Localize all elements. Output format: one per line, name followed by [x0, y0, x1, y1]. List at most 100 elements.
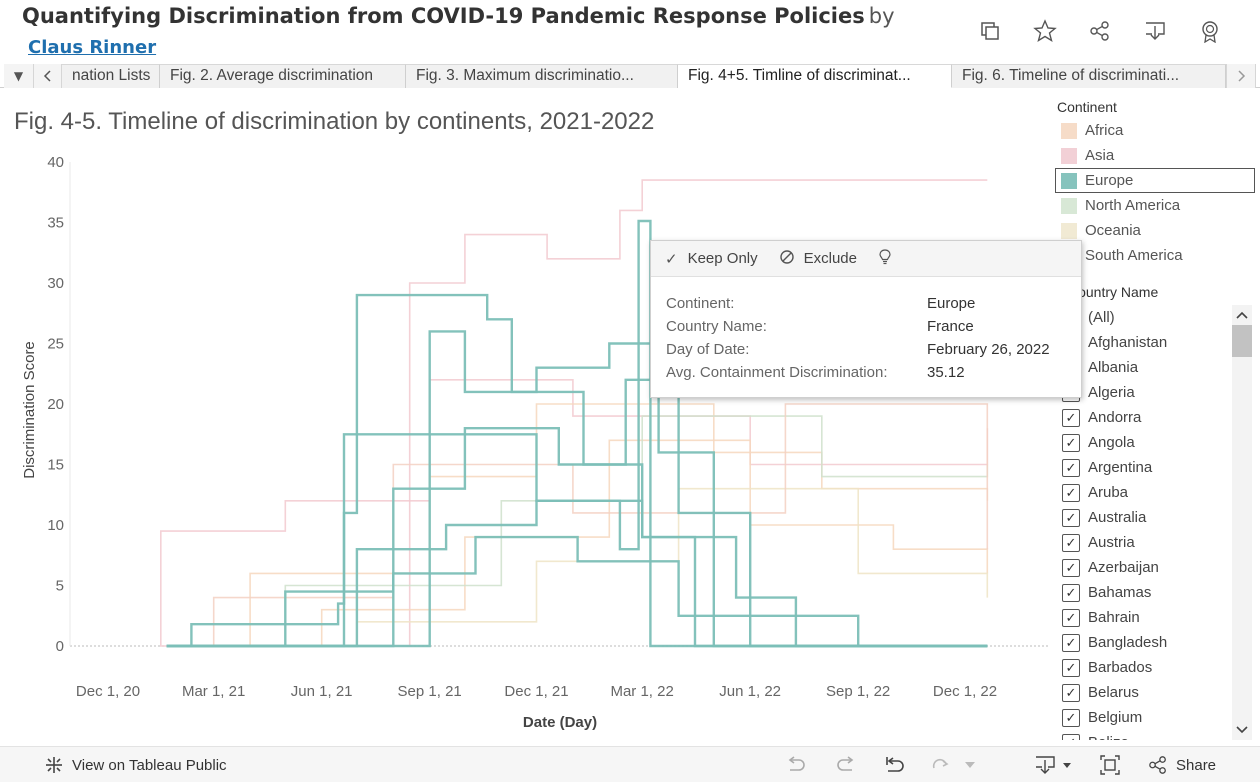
- checkbox-icon[interactable]: ✓: [1062, 483, 1080, 502]
- timeline-chart[interactable]: 0 5 10 15 20 25 30 35 40 Dec 1, 20 Mar 1, 21 Jun 1,…: [0, 140, 1055, 740]
- filter-scrollbar[interactable]: [1232, 305, 1252, 740]
- country-filter-list[interactable]: ✓(All)✓Afghanistan✓Albania✓Algeria✓Andor…: [1060, 305, 1230, 740]
- explain-data-button[interactable]: [879, 248, 891, 269]
- x-tick-label: Mar 1, 21: [182, 683, 245, 700]
- filter-item[interactable]: ✓ Bangladesh: [1060, 630, 1230, 655]
- keep-only-button[interactable]: ✓ Keep Only: [665, 250, 758, 268]
- legend-swatch: [1061, 222, 1077, 239]
- share-button[interactable]: Share: [1148, 755, 1216, 775]
- y-tick-label: 30: [47, 275, 64, 292]
- tab-discrimination-lists[interactable]: nation Lists: [62, 64, 160, 88]
- badge-icon[interactable]: [1195, 16, 1225, 46]
- series-line-europe[interactable]: [166, 535, 988, 648]
- tab-fig4-5[interactable]: Fig. 4+5. Timline of discriminat...: [678, 64, 952, 88]
- view-public-label: View on Tableau Public: [72, 756, 227, 774]
- filter-item[interactable]: ✓ Australia: [1060, 505, 1230, 530]
- chart-series-layer[interactable]: [160, 179, 989, 648]
- series-line-asia[interactable]: [166, 179, 988, 647]
- checkbox-icon[interactable]: ✓: [1062, 433, 1080, 452]
- filter-item[interactable]: ✓ Austria: [1060, 530, 1230, 555]
- tab-next-icon[interactable]: [1226, 64, 1256, 88]
- legend-label: Oceania: [1085, 222, 1141, 239]
- revert-icon[interactable]: [882, 753, 908, 777]
- x-tick-label: Sep 1, 22: [826, 683, 890, 700]
- copy-icon[interactable]: [975, 16, 1005, 46]
- filter-item[interactable]: ✓ Argentina: [1060, 455, 1230, 480]
- tab-prev-icon[interactable]: [34, 64, 62, 88]
- scroll-thumb[interactable]: [1232, 325, 1252, 357]
- filter-item[interactable]: ✓ Barbados: [1060, 655, 1230, 680]
- download-icon[interactable]: [1140, 16, 1170, 46]
- filter-item-label: Belarus: [1088, 684, 1139, 701]
- tab-dropdown-icon[interactable]: ▼: [4, 64, 34, 88]
- filter-item-label: Bahamas: [1088, 584, 1152, 601]
- tooltip-label-continent: Continent:: [666, 295, 735, 312]
- refresh-icon[interactable]: [928, 753, 954, 777]
- legend-item-south-america[interactable]: South America: [1055, 243, 1255, 268]
- filter-item-label: Angola: [1088, 434, 1135, 451]
- filter-item[interactable]: ✓Albania: [1060, 355, 1230, 380]
- legend-item-asia[interactable]: Asia: [1055, 143, 1255, 168]
- share-network-icon[interactable]: [1085, 16, 1115, 46]
- checkbox-icon[interactable]: ✓: [1062, 583, 1080, 602]
- series-line-europe[interactable]: [166, 499, 988, 648]
- filter-item[interactable]: ✓ Belarus: [1060, 680, 1230, 705]
- refresh-dropdown-icon[interactable]: [960, 753, 980, 777]
- scroll-up-icon[interactable]: [1232, 305, 1252, 325]
- filter-item[interactable]: ✓ Belize: [1060, 730, 1230, 740]
- checkbox-icon[interactable]: ✓: [1062, 658, 1080, 677]
- filter-item-label: Algeria: [1088, 384, 1135, 401]
- filter-item[interactable]: ✓ Angola: [1060, 430, 1230, 455]
- series-line-north-america[interactable]: [166, 415, 989, 647]
- filter-item[interactable]: ✓ Aruba: [1060, 480, 1230, 505]
- redo-icon[interactable]: [833, 753, 859, 777]
- legend-item-africa[interactable]: Africa: [1055, 118, 1255, 143]
- y-tick-label: 25: [47, 336, 64, 353]
- filter-item-label: Bahrain: [1088, 609, 1140, 626]
- fullscreen-icon[interactable]: [1097, 753, 1123, 777]
- x-tick-label: Dec 1, 21: [504, 683, 568, 700]
- scroll-down-icon[interactable]: [1232, 720, 1252, 740]
- author-link[interactable]: Claus Rinner: [28, 37, 157, 58]
- checkbox-icon[interactable]: ✓: [1062, 608, 1080, 627]
- series-line-europe[interactable]: [166, 330, 988, 648]
- legend-item-north-america[interactable]: North America: [1055, 193, 1255, 218]
- y-tick-label: 40: [47, 154, 64, 171]
- filter-item-label: Belize: [1088, 734, 1129, 740]
- checkbox-icon[interactable]: ✓: [1062, 408, 1080, 427]
- filter-item[interactable]: ✓(All): [1060, 305, 1230, 330]
- series-line-europe[interactable]: [166, 378, 988, 648]
- download-menu-icon[interactable]: [1030, 753, 1076, 777]
- legend-item-europe[interactable]: Europe: [1055, 168, 1255, 193]
- checkbox-icon[interactable]: ✓: [1062, 458, 1080, 477]
- series-line-europe[interactable]: [166, 219, 988, 648]
- tab-fig3[interactable]: Fig. 3. Maximum discriminatio...: [406, 64, 678, 88]
- exclude-button[interactable]: Exclude: [779, 249, 857, 268]
- filter-item[interactable]: ✓ Belgium: [1060, 705, 1230, 730]
- filter-item[interactable]: ✓ Bahamas: [1060, 580, 1230, 605]
- filter-item[interactable]: ✓ Azerbaijan: [1060, 555, 1230, 580]
- checkbox-icon[interactable]: ✓: [1062, 733, 1080, 740]
- legend-item-oceania[interactable]: Oceania: [1055, 218, 1255, 243]
- tab-fig2[interactable]: Fig. 2. Average discrimination: [160, 64, 406, 88]
- continent-legend: Continent Africa Asia Europe North America O…: [1055, 96, 1255, 268]
- checkbox-icon[interactable]: ✓: [1062, 708, 1080, 727]
- checkbox-icon[interactable]: ✓: [1062, 683, 1080, 702]
- filter-item[interactable]: ✓ Bahrain: [1060, 605, 1230, 630]
- checkbox-icon[interactable]: ✓: [1062, 508, 1080, 527]
- tab-fig6[interactable]: Fig. 6. Timeline of discriminati...: [952, 64, 1226, 88]
- x-tick-label: Dec 1, 22: [933, 683, 997, 700]
- view-on-tableau-public-link[interactable]: View on Tableau Public: [44, 755, 227, 775]
- checkbox-icon[interactable]: ✓: [1062, 533, 1080, 552]
- filter-item-label: Austria: [1088, 534, 1135, 551]
- undo-icon[interactable]: [783, 753, 809, 777]
- tooltip-value-score: 35.12: [927, 364, 965, 381]
- filter-item[interactable]: ✓ Andorra: [1060, 405, 1230, 430]
- filter-item[interactable]: ✓Algeria: [1060, 380, 1230, 405]
- checkbox-icon[interactable]: ✓: [1062, 633, 1080, 652]
- checkbox-icon[interactable]: ✓: [1062, 558, 1080, 577]
- star-icon[interactable]: [1030, 16, 1060, 46]
- x-tick-label: Jun 1, 22: [719, 683, 781, 700]
- series-line-africa[interactable]: [166, 439, 989, 647]
- filter-item[interactable]: ✓Afghanistan: [1060, 330, 1230, 355]
